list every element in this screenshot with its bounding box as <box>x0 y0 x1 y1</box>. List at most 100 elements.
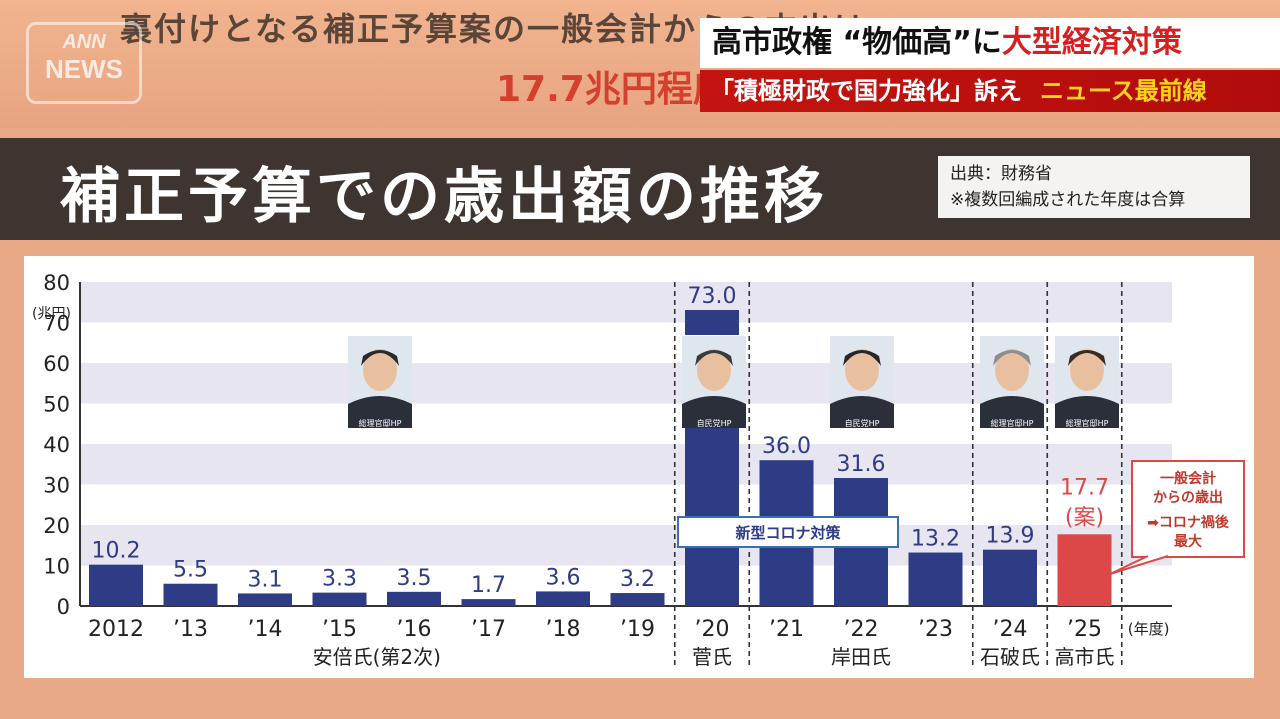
title-band: 補正予算での歳出額の推移 出典：財務省 ※複数回編成された年度は合算 <box>0 138 1280 240</box>
source-box: 出典：財務省 ※複数回編成された年度は合算 <box>938 156 1250 218</box>
x-tick-label-2: ’14 <box>248 617 283 642</box>
data-label-8: 73.0 <box>688 284 737 309</box>
data-label-5: 1.7 <box>471 573 506 598</box>
data-label-6: 3.6 <box>546 565 581 590</box>
pm-portrait-suit <box>1055 396 1119 416</box>
y-tick-label: 60 <box>43 352 70 376</box>
bar-6 <box>536 591 590 606</box>
pm-portrait-hair <box>843 350 881 366</box>
x-tick-label-7: ’19 <box>620 617 655 642</box>
pm-photo-credit-1: 自民党HP <box>697 418 732 428</box>
y-tick-label: 70 <box>43 312 70 336</box>
callout-line1: 一般会計 <box>1160 470 1216 487</box>
grid-stripe <box>80 282 1172 323</box>
program-name: ニュース最前線 <box>1040 77 1207 105</box>
x-axis-unit: (年度) <box>1128 620 1170 638</box>
data-label-7: 3.2 <box>620 567 655 592</box>
data-label-3: 3.3 <box>322 567 357 592</box>
pm-portrait-suit <box>682 396 746 416</box>
pm-photo-credit-bg <box>348 416 412 428</box>
x-tick-label-6: ’18 <box>546 617 581 642</box>
data-label-1: 5.5 <box>173 558 208 583</box>
x-tick-label-3: ’15 <box>322 617 357 642</box>
note-line: ※複数回編成された年度は合算 <box>950 190 1186 210</box>
pm-photo-credit-3: 総理官邸HP <box>991 418 1034 428</box>
pm-portrait-suit <box>980 396 1044 416</box>
bar-3 <box>312 592 367 606</box>
bar-8 <box>685 310 739 335</box>
logo-news-text: NEWS <box>45 54 123 84</box>
x-tick-label-13: ’25 <box>1067 617 1102 642</box>
x-tick-label-0: 2012 <box>88 617 144 642</box>
ann-news-logo: ANN NEWS <box>26 22 142 104</box>
callout-box <box>1131 460 1245 558</box>
subheadline-banner: 「積極財政で国力強化」訴え ニュース最前線 <box>700 70 1280 112</box>
pm-photo-credit-bg <box>830 416 894 428</box>
bar-0 <box>89 564 143 606</box>
pm-name-3: 石破氏 <box>980 645 1040 669</box>
data-label-12: 13.9 <box>986 524 1035 549</box>
pm-name-2: 岸田氏 <box>831 645 891 669</box>
y-axis-unit: (兆円) <box>32 306 71 322</box>
pm-portrait-face <box>1070 349 1104 391</box>
pm-name-4: 高市氏 <box>1055 645 1115 669</box>
headline-text: 高市政権 “物価高”に <box>712 25 1002 60</box>
pm-portrait-hair <box>1068 350 1106 366</box>
bar-1 <box>163 583 218 606</box>
callout-line4: 最大 <box>1174 533 1202 550</box>
data-label-9: 36.0 <box>762 434 811 459</box>
x-tick-label-8: ’20 <box>695 617 730 642</box>
bar-chart: 0 10 20 30 40 50 60 70 80 (兆円) 10.2 2012 5.5 ’13 3.1 ’1… <box>32 271 1245 669</box>
bar-4 <box>387 591 441 606</box>
x-tick-label-4: ’16 <box>397 617 432 642</box>
chart-title: 補正予算での歳出額の推移 <box>60 162 828 232</box>
subheadline-quote: 「積極財政で国力強化」訴え <box>710 77 1022 105</box>
pm-portrait-face <box>995 349 1029 391</box>
callout-pointer <box>1109 555 1169 575</box>
bar-7 <box>610 593 665 606</box>
pm-photo-credit-bg <box>980 416 1044 428</box>
y-tick-label: 30 <box>43 474 70 498</box>
pm-name-0: 安倍氏(第2次) <box>313 645 441 669</box>
x-tick-label-9: ’21 <box>769 617 804 642</box>
callout-line3: ➡コロナ禍後 <box>1147 514 1230 531</box>
headline-banner: 高市政権 “物価高”に大型経済対策 <box>700 18 1280 68</box>
y-tick-label: 40 <box>43 433 70 457</box>
data-label-4: 3.5 <box>397 566 432 591</box>
data-label-11: 13.2 <box>911 527 960 552</box>
pm-portrait-hair <box>695 350 733 366</box>
bar-5 <box>461 599 516 606</box>
data-label-10: 31.6 <box>837 452 886 477</box>
bar-11 <box>908 552 963 606</box>
y-tick-label: 0 <box>57 595 70 619</box>
top-caption-line2: 17.7兆円程度 <box>496 69 729 110</box>
pm-photo-credit-bg <box>1055 416 1119 428</box>
pm-portrait-hair <box>361 350 399 366</box>
callout-line2: からの歳出 <box>1153 489 1223 506</box>
data-label-2: 3.1 <box>248 567 283 592</box>
source-line: 出典：財務省 <box>950 164 1052 184</box>
data-label-suffix: (案) <box>1065 505 1104 530</box>
pm-photo-credit-2: 自民党HP <box>845 418 880 428</box>
pm-portrait-face <box>363 349 397 391</box>
x-tick-label-5: ’17 <box>471 617 506 642</box>
data-label-0: 10.2 <box>92 539 141 564</box>
pm-photo-credit-bg <box>682 416 746 428</box>
chart-panel: 0 10 20 30 40 50 60 70 80 (兆円) 10.2 2012 5.5 ’13 3.1 ’1… <box>24 256 1254 678</box>
bar-12 <box>983 549 1037 606</box>
pm-name-1: 菅氏 <box>692 645 732 669</box>
y-tick-label: 50 <box>43 393 70 417</box>
y-tick-label: 10 <box>43 555 70 579</box>
y-tick-label: 80 <box>43 271 70 295</box>
pm-photo-credit-4: 総理官邸HP <box>1066 418 1109 428</box>
pm-photo-credit-0: 総理官邸HP <box>359 418 402 428</box>
x-tick-label-10: ’22 <box>844 617 879 642</box>
x-tick-label-11: ’23 <box>918 617 953 642</box>
pm-portrait-face <box>697 349 731 391</box>
bar-2 <box>238 593 292 606</box>
logo-ann-text: ANN <box>62 31 106 53</box>
x-tick-label-1: ’13 <box>173 617 208 642</box>
grid-stripe <box>80 444 1172 485</box>
y-tick-label: 20 <box>43 514 70 538</box>
data-label-13: 17.7 <box>1060 475 1109 500</box>
